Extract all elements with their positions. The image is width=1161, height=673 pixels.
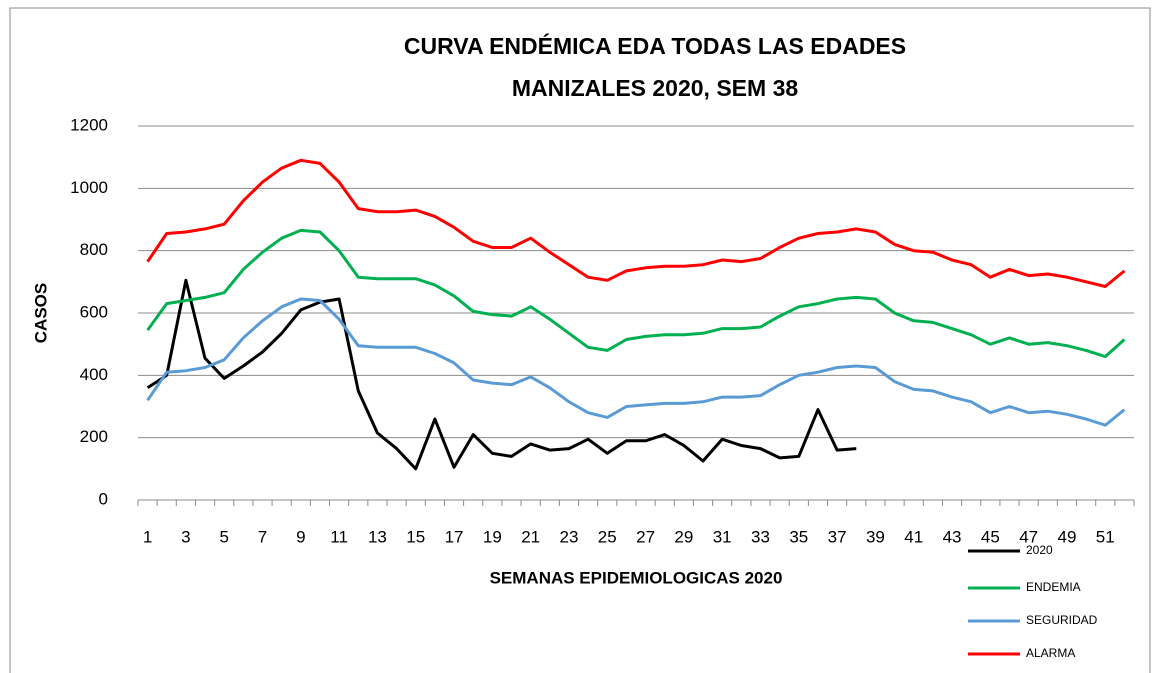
legend-label: ALARMA bbox=[1026, 646, 1075, 660]
x-tick-label: 35 bbox=[789, 527, 808, 546]
x-tick-label: 33 bbox=[751, 527, 770, 546]
x-tick-label: 9 bbox=[296, 527, 305, 546]
legend-label: ENDEMIA bbox=[1026, 580, 1081, 594]
x-tick-label: 43 bbox=[943, 527, 962, 546]
x-tick-label: 27 bbox=[636, 527, 655, 546]
x-tick-label: 17 bbox=[445, 527, 464, 546]
y-tick-label: 0 bbox=[99, 489, 108, 508]
x-tick-label: 3 bbox=[181, 527, 190, 546]
chart-subtitle: MANIZALES 2020, SEM 38 bbox=[512, 75, 799, 101]
y-tick-label: 400 bbox=[80, 365, 108, 384]
x-tick-label: 31 bbox=[713, 527, 732, 546]
y-tick-label: 1200 bbox=[70, 115, 108, 134]
x-tick-label: 29 bbox=[674, 527, 693, 546]
x-tick-label: 37 bbox=[828, 527, 847, 546]
x-tick-label: 11 bbox=[330, 527, 348, 546]
x-tick-label: 51 bbox=[1096, 527, 1115, 546]
x-tick-label: 41 bbox=[904, 527, 923, 546]
series-line bbox=[146, 158, 1126, 288]
x-tick-label: 47 bbox=[1019, 527, 1038, 546]
legend-label: 2020 bbox=[1026, 543, 1053, 557]
x-tick-label: 5 bbox=[219, 527, 228, 546]
x-tick-label: 15 bbox=[406, 527, 425, 546]
x-tick-label: 19 bbox=[483, 527, 502, 546]
y-tick-label: 1000 bbox=[70, 178, 108, 197]
x-tick-label: 49 bbox=[1058, 527, 1077, 546]
x-tick-label: 7 bbox=[258, 527, 267, 546]
x-tick-label: 21 bbox=[521, 527, 540, 546]
y-axis-title: CASOS bbox=[31, 283, 50, 343]
x-axis-title: SEMANAS EPIDEMIOLOGICAS 2020 bbox=[490, 568, 783, 587]
x-tick-label: 25 bbox=[598, 527, 617, 546]
chart-title: CURVA ENDÉMICA EDA TODAS LAS EDADES bbox=[404, 32, 906, 59]
y-tick-label: 200 bbox=[80, 427, 108, 446]
x-tick-label: 1 bbox=[143, 527, 152, 546]
series-line bbox=[146, 228, 1126, 359]
series-line bbox=[146, 297, 1126, 427]
series-line bbox=[146, 278, 857, 471]
legend-label: SEGURIDAD bbox=[1026, 613, 1098, 627]
x-tick-label: 39 bbox=[866, 527, 885, 546]
y-tick-label: 800 bbox=[80, 240, 108, 259]
x-tick-label: 45 bbox=[981, 527, 1000, 546]
y-tick-label: 600 bbox=[80, 302, 108, 321]
x-tick-label: 13 bbox=[368, 527, 387, 546]
x-tick-label: 23 bbox=[560, 527, 579, 546]
